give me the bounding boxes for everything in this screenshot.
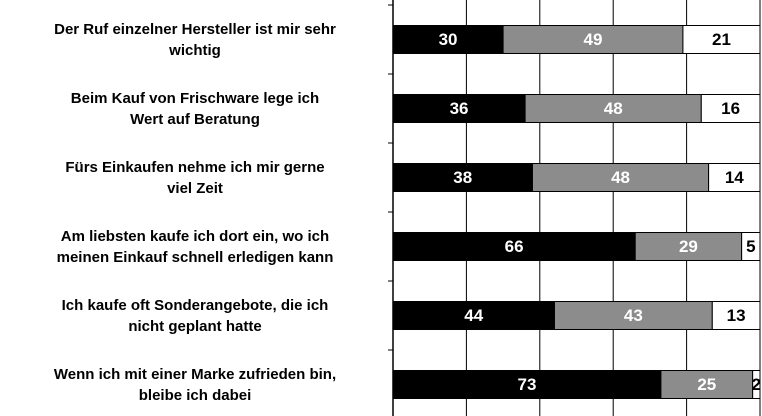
bar-segment — [392, 370, 662, 399]
bar-segment — [392, 232, 636, 261]
bar-segment — [741, 232, 761, 261]
bar-segment — [634, 232, 743, 261]
bar-segment — [660, 370, 754, 399]
value-label: 2 — [752, 375, 761, 394]
bar-segment — [502, 25, 684, 54]
category-label: Wenn ich mit einer Marke zufrieden bin, … — [53, 365, 337, 404]
value-label: 66 — [505, 237, 524, 256]
bar-segment — [682, 25, 761, 54]
bar-segment — [392, 301, 555, 330]
category-label: Der Ruf einzelner Hersteller ist mir seh… — [54, 20, 336, 59]
value-label: 21 — [712, 30, 731, 49]
value-label: 5 — [746, 237, 755, 256]
value-label: 30 — [439, 30, 458, 49]
bar-segment — [708, 163, 761, 192]
bar-segment — [700, 94, 761, 123]
category-label: Fürs Einkaufen nehme ich mir gerne viel … — [65, 158, 325, 197]
value-label: 38 — [453, 168, 472, 187]
category-label: Beim Kauf von Frischware lege ich Wert a… — [70, 89, 320, 128]
value-label: 25 — [697, 375, 716, 394]
bar-segment — [392, 94, 526, 123]
value-label: 43 — [624, 306, 643, 325]
bar-segment — [711, 301, 761, 330]
value-label: 16 — [721, 99, 740, 118]
value-label: 14 — [725, 168, 744, 187]
category-label: Ich kaufe oft Sonderangebote, die ich ni… — [61, 296, 329, 335]
value-label: 36 — [450, 99, 469, 118]
bar-segment — [752, 370, 761, 399]
value-label: 44 — [464, 306, 483, 325]
value-label: 13 — [727, 306, 746, 325]
bar-segment — [392, 163, 533, 192]
category-label: Am liebsten kaufe ich dort ein, wo ich m… — [56, 227, 334, 266]
value-label: 49 — [584, 30, 603, 49]
value-label: 48 — [611, 168, 630, 187]
value-label: 29 — [679, 237, 698, 256]
bar-segment — [553, 301, 713, 330]
value-label: 73 — [517, 375, 536, 394]
value-label: 48 — [604, 99, 623, 118]
bar-segment — [524, 94, 702, 123]
